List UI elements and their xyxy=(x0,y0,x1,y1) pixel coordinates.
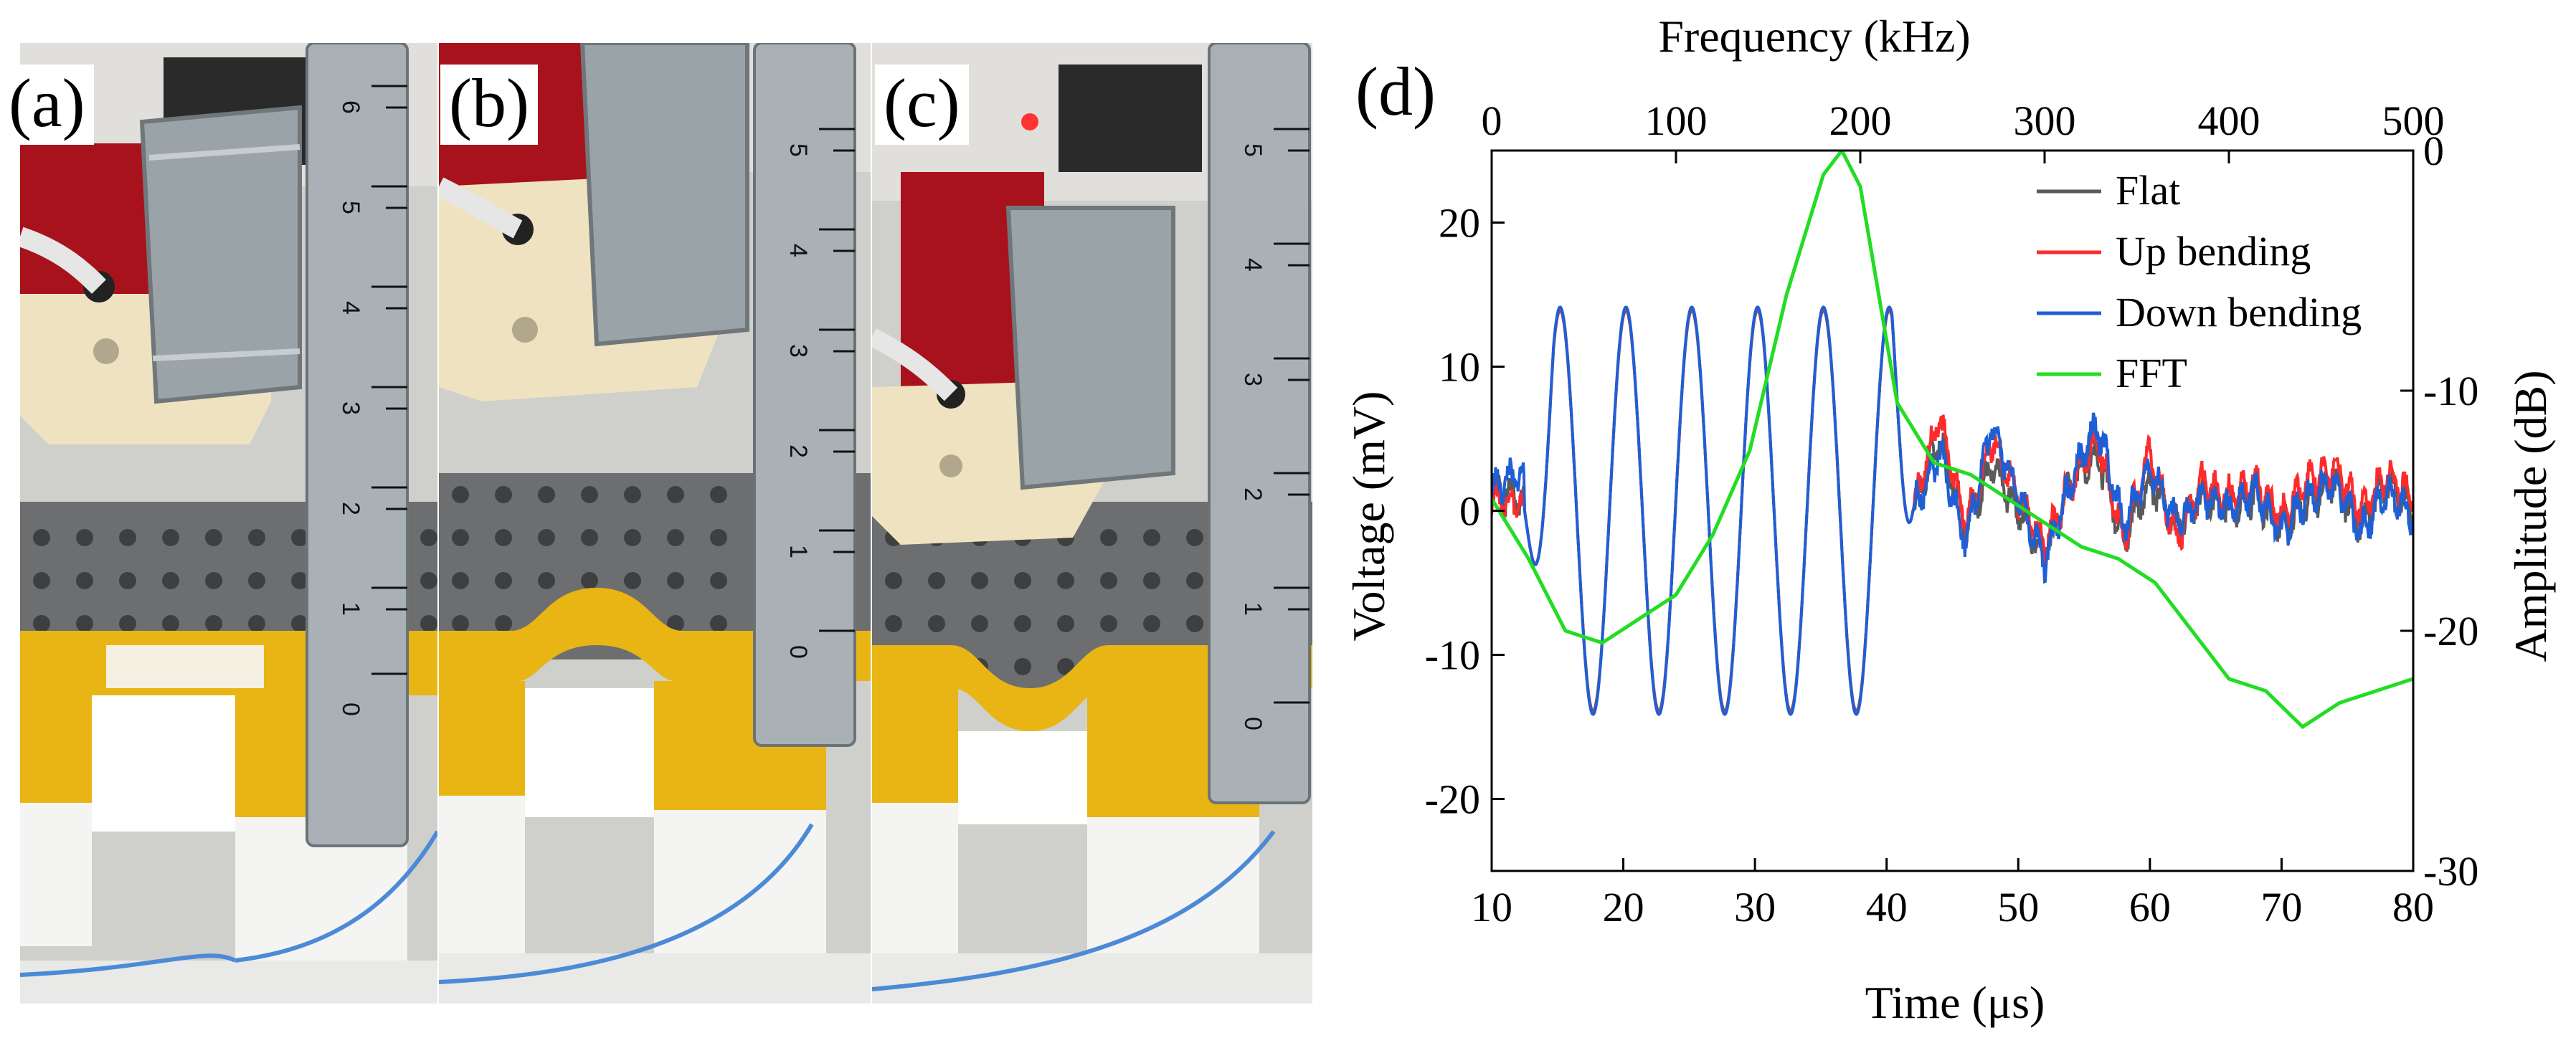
ruler-number: 3 xyxy=(337,401,364,415)
ruler-number: 5 xyxy=(785,143,812,157)
x-axis-title: Time (μs) xyxy=(1865,977,2045,1028)
y-tick-label: -20 xyxy=(1425,776,1480,823)
x2-tick-label: 400 xyxy=(2198,97,2260,144)
y-tick-label: 20 xyxy=(1439,200,1480,247)
ruler-number: 0 xyxy=(1239,717,1266,730)
y2-tick-label: -20 xyxy=(2423,608,2478,654)
series-line-up-bending xyxy=(1492,306,2413,715)
x-tick-label: 50 xyxy=(1997,884,2039,930)
y-tick-label: 10 xyxy=(1439,344,1480,391)
y-tick-label: -10 xyxy=(1425,632,1480,679)
x-tick-label: 40 xyxy=(1866,884,1908,930)
ruler-number: 2 xyxy=(1239,487,1266,501)
ruler-number: 5 xyxy=(337,201,364,214)
legend-label: Down bending xyxy=(2116,289,2362,335)
photo-b-illustration: 5 4 3 2 1 0 xyxy=(439,43,871,1004)
x2-tick-label: 0 xyxy=(1482,97,1502,144)
waveform-chart: (d) Frequency (kHz) Time (μs) Voltage (m… xyxy=(1343,11,2556,1028)
ruler-number: 5 xyxy=(1239,143,1266,157)
chart-panel-d: (d) Frequency (kHz) Time (μs) Voltage (m… xyxy=(1312,0,2576,1048)
ruler-number: 3 xyxy=(785,344,812,358)
ruler-a xyxy=(306,43,409,847)
y-tick-label: 0 xyxy=(1459,488,1480,535)
series-line-fft xyxy=(1492,151,2413,730)
ruler-number: 4 xyxy=(1239,258,1266,272)
x2-tick-label: 100 xyxy=(1645,97,1708,144)
panel-label-c: (c) xyxy=(875,65,969,145)
x-tick-label: 80 xyxy=(2392,884,2434,930)
legend-label: FFT xyxy=(2116,350,2187,396)
ruler-number: 2 xyxy=(337,502,364,515)
ruler-number: 2 xyxy=(785,444,812,458)
ruler-number: 1 xyxy=(1239,602,1266,616)
x-tick-label: 70 xyxy=(2260,884,2302,930)
photo-up-bending: 5 4 3 2 1 0 xyxy=(439,43,871,1004)
panel-label-b: (b) xyxy=(440,65,538,145)
ruler-number: 1 xyxy=(337,602,364,616)
x2-tick-label: 500 xyxy=(2382,97,2445,144)
x-tick-label: 20 xyxy=(1603,884,1644,930)
photo-flat-sample: 6 5 4 3 2 1 0 xyxy=(20,43,437,1004)
ruler-number: 0 xyxy=(337,702,364,716)
legend-label: Flat xyxy=(2116,167,2180,214)
x-tick-label: 60 xyxy=(2129,884,2171,930)
x2-tick-label: 300 xyxy=(2014,97,2076,144)
x-tick-label: 10 xyxy=(1471,884,1512,930)
legend-label: Up bending xyxy=(2116,228,2311,275)
ruler-number: 3 xyxy=(1239,373,1266,386)
ruler-c xyxy=(1208,43,1311,804)
ruler-b xyxy=(753,43,856,747)
series-line-down-bending xyxy=(1492,305,2413,716)
ruler-number: 4 xyxy=(337,301,364,315)
ruler-number: 4 xyxy=(785,244,812,257)
x2-tick-label: 200 xyxy=(1829,97,1892,144)
panel-label-d: (d) xyxy=(1355,53,1436,130)
y2-axis-title: Amplitude (dB) xyxy=(2505,370,2556,662)
photo-a-illustration: 6 5 4 3 2 1 0 xyxy=(20,43,437,1004)
y2-tick-label: 0 xyxy=(2423,128,2444,174)
ruler-number: 6 xyxy=(337,100,364,114)
photo-down-bending: 5 4 3 2 1 0 xyxy=(872,43,1312,1004)
ruler-number: 0 xyxy=(785,645,812,659)
legend: Flat Up bending Down bending FFT xyxy=(2037,167,2362,396)
ruler-number: 1 xyxy=(785,545,812,558)
photo-c-illustration: 5 4 3 2 1 0 xyxy=(872,43,1312,1004)
y2-tick-label: -10 xyxy=(2423,368,2478,414)
panel-label-a: (a) xyxy=(0,65,94,145)
y2-tick-label: -30 xyxy=(2423,848,2478,895)
x-tick-label: 30 xyxy=(1734,884,1776,930)
y-axis-title: Voltage (mV) xyxy=(1343,391,1394,642)
x2-axis-title: Frequency (kHz) xyxy=(1658,11,1970,62)
